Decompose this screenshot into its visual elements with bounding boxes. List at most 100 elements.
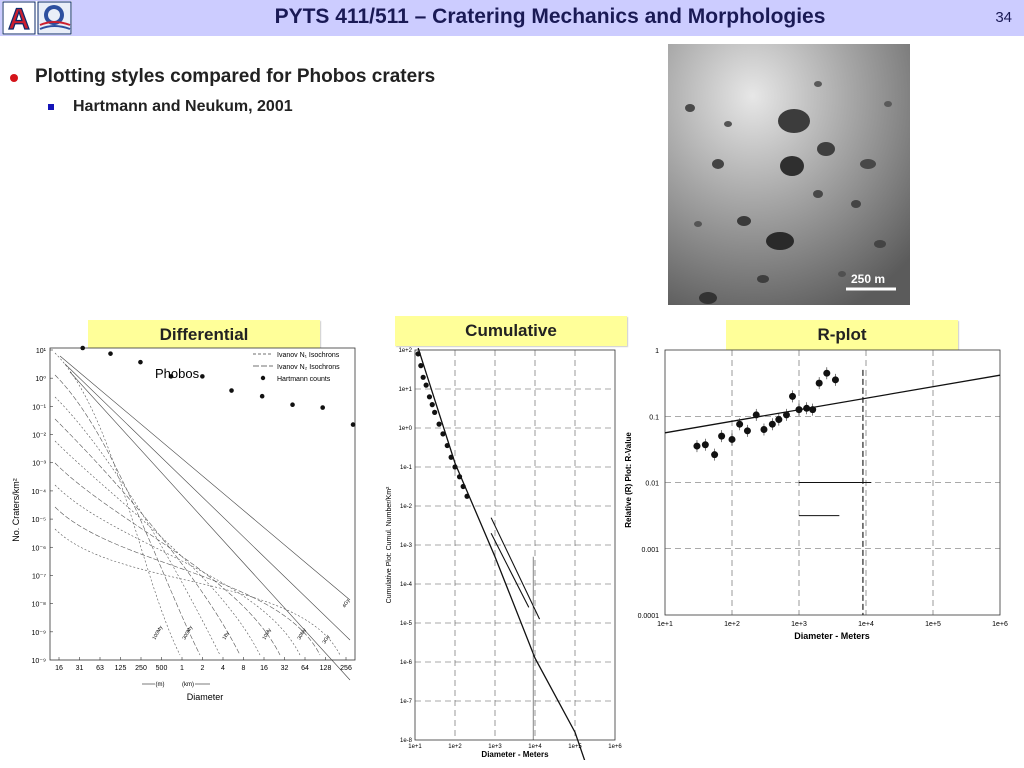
isochron-curve	[54, 352, 181, 656]
data-point	[200, 374, 205, 379]
data-point	[456, 474, 463, 480]
rplot-label: R-plot	[726, 320, 958, 350]
data-point	[420, 374, 426, 380]
slide-number: 34	[995, 9, 1012, 26]
data-point	[752, 411, 760, 419]
y-tick-label: 1e-4	[400, 582, 413, 588]
fit-line	[664, 374, 1001, 434]
x-tick-label: 64	[301, 665, 309, 672]
x-tick-label: 1e+4	[858, 621, 874, 628]
legend-entry: Ivanov N₂ Isochrons	[277, 364, 340, 371]
data-point	[444, 442, 450, 449]
data-point	[809, 406, 817, 414]
x-tick-label: 1e+1	[657, 621, 673, 628]
data-point	[743, 427, 751, 435]
y-tick-label: 1e-5	[400, 621, 413, 627]
x-tick-label: 250	[135, 665, 147, 672]
x-axis-label: Diameter - Meters	[794, 631, 870, 641]
data-point	[795, 406, 803, 414]
y-tick-label: 10⁻⁹	[32, 658, 46, 665]
slide-title: PYTS 411/511 – Cratering Mechanics and M…	[274, 5, 826, 28]
data-point	[815, 379, 823, 387]
y-tick-label: 10⁻⁴	[32, 489, 47, 496]
legend-entry: Hartmann counts	[277, 376, 331, 383]
x-tick-label: 1e+3	[791, 621, 807, 628]
data-point	[229, 388, 234, 393]
rplot-plot: 1e+1 1e+2 1e+3 1e+4 1e+5 1e+6 1 0.1 0.01 0.001 0.…	[620, 340, 1020, 645]
y-axis-label: No. Craters/km²	[11, 478, 21, 542]
data-point	[718, 432, 726, 440]
chart-title: Phobos	[155, 366, 200, 381]
x-unit-label: (km)	[182, 682, 194, 688]
data-point	[736, 420, 744, 428]
bullet-square-icon	[48, 104, 54, 110]
y-tick-label: 10⁻⁶	[32, 545, 46, 552]
y-tick-label: 10⁻³	[32, 461, 46, 468]
y-tick-label: 1e-3	[400, 543, 413, 549]
bullet-text: Plotting styles compared for Phobos crat…	[35, 66, 436, 87]
isochron-label: 4Gy	[342, 598, 352, 609]
isochron-line	[64, 363, 351, 641]
x-tick-label: 1e+5	[925, 621, 941, 628]
y-axis-label: Cumulative Plot: Cumul. Number/Km²	[386, 486, 393, 603]
x-tick-label: 8	[242, 665, 246, 672]
data-point	[259, 393, 265, 399]
data-point	[80, 345, 86, 351]
x-tick-label: 32	[281, 665, 289, 672]
x-tick-label: 1e+6	[608, 744, 622, 750]
y-tick-label: 10⁻⁹	[32, 630, 46, 637]
x-tick-label: 31	[76, 665, 84, 672]
data-point	[782, 411, 790, 419]
y-tick-label: 1e+1	[398, 387, 412, 393]
rplot-points	[693, 367, 839, 461]
data-point	[775, 416, 783, 424]
legend: Ivanov N₁ Isochrons Ivanov N₂ Isochrons …	[253, 352, 340, 383]
cumulative-points	[415, 351, 470, 499]
y-tick-label: 10⁻⁸	[32, 602, 46, 609]
scale-bar-label: 250 m	[851, 272, 885, 286]
y-tick-label: 10¹	[36, 348, 47, 355]
x-tick-label: 1e+4	[528, 744, 542, 750]
x-unit-label: (m)	[156, 682, 165, 688]
x-tick-label: 1e+5	[568, 744, 582, 750]
x-tick-label: 1e+2	[448, 744, 462, 750]
data-point	[701, 441, 709, 449]
data-point	[108, 351, 113, 356]
data-point	[418, 363, 424, 369]
y-tick-label: 1e-1	[400, 465, 413, 471]
y-tick-label: 1e+2	[398, 348, 412, 354]
y-tick-label: 0.01	[645, 481, 659, 488]
x-tick-label: 1e+2	[724, 621, 740, 628]
data-point	[789, 392, 797, 400]
data-point	[728, 435, 736, 443]
x-tick-label: 16	[55, 665, 63, 672]
data-point	[432, 409, 438, 415]
cumulative-plot: 1e+1 1e+2 1e+3 1e+4 1e+5 1e+6 1e+2 1e+1 1e+0 1e-…	[380, 340, 625, 768]
bullet-text: Hartmann and Neukum, 2001	[73, 98, 293, 115]
data-point	[803, 404, 811, 412]
isochron-curve	[54, 528, 341, 656]
x-axis-label: Diameter	[187, 692, 224, 702]
data-point	[711, 451, 719, 459]
bullet-dot-icon	[10, 74, 18, 82]
y-tick-label: 10⁻¹	[32, 404, 46, 411]
data-point	[320, 405, 325, 410]
x-tick-label: 1e+1	[408, 744, 422, 750]
data-point	[423, 382, 429, 388]
data-point	[440, 431, 446, 437]
x-tick-label: 4	[221, 665, 225, 672]
isochron-label: 3Gy	[322, 634, 332, 645]
slide-header: A PYTS 411/511 – Cratering Mechanics and…	[0, 0, 1024, 37]
isochron-line	[69, 371, 351, 681]
y-tick-label: 1e-8	[400, 738, 413, 744]
y-tick-label: 10⁰	[35, 375, 46, 383]
y-tick-label: 1	[655, 348, 659, 355]
y-tick-label: 10⁻⁷	[32, 573, 46, 580]
isochron-line	[59, 355, 351, 601]
x-tick-label: 1e+3	[488, 744, 502, 750]
legend-entry: Ivanov N₁ Isochrons	[277, 352, 340, 359]
data-point	[436, 421, 442, 427]
cumulative-label: Cumulative	[395, 316, 627, 346]
data-point	[464, 493, 470, 499]
